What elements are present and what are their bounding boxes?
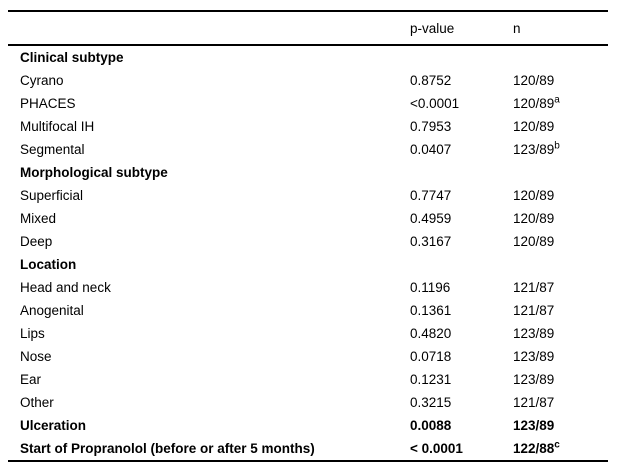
n-value: 121/87 — [513, 303, 555, 318]
row-label: Clinical subtype — [20, 50, 124, 65]
p-value-cell: 0.1196 — [410, 280, 451, 295]
table-row: Mixed 0.4959 120/89 — [8, 207, 608, 230]
table-row: Ulceration 0.0088 123/89 — [8, 414, 608, 437]
n-value: 123/89 — [513, 418, 555, 433]
row-label: PHACES — [20, 96, 76, 111]
n-cell: 121/87 — [513, 299, 608, 322]
table-row: Location — [8, 253, 608, 276]
table-row: PHACES <0.0001 120/89a — [8, 92, 608, 115]
row-label: Segmental — [20, 142, 85, 157]
row-label: Multifocal IH — [20, 119, 95, 134]
p-value-cell: < 0.0001 — [410, 441, 463, 456]
footnote-marker: a — [554, 94, 560, 106]
row-label: Ear — [20, 372, 42, 387]
n-value: 123/89 — [513, 372, 555, 387]
p-value-cell: 0.8752 — [410, 73, 452, 88]
n-cell: 123/89b — [513, 138, 608, 161]
n-value: 120/89 — [513, 96, 555, 111]
row-label: Start of Propranolol (before or after 5 … — [20, 441, 315, 456]
row-label: Deep — [20, 234, 53, 249]
n-cell: 123/89 — [513, 368, 608, 391]
table-row: Other 0.3215 121/87 — [8, 391, 608, 414]
p-value-cell: 0.4959 — [410, 211, 452, 226]
table-row: Ear 0.1231 123/89 — [8, 368, 608, 391]
row-label: Cyrano — [20, 73, 64, 88]
n-value: 123/89 — [513, 142, 555, 157]
row-label: Nose — [20, 349, 52, 364]
row-label: Anogenital — [20, 303, 84, 318]
p-value-cell: 0.1231 — [410, 372, 452, 387]
p-value-cell: 0.0407 — [410, 142, 452, 157]
n-value: 123/89 — [513, 326, 555, 341]
n-cell: 123/89 — [513, 345, 608, 368]
n-value: 120/89 — [513, 234, 555, 249]
table-row: Superficial 0.7747 120/89 — [8, 184, 608, 207]
n-value: 120/89 — [513, 188, 555, 203]
p-value-cell: 0.1361 — [410, 303, 452, 318]
row-label: Head and neck — [20, 280, 111, 295]
n-cell: 123/89 — [513, 414, 608, 437]
column-header-p-value: p-value — [410, 20, 455, 36]
n-cell: 122/88c — [513, 437, 608, 460]
n-value: 122/88 — [513, 441, 555, 456]
statistics-table: p-value n Clinical subtype Cyrano 0.8752 12… — [8, 10, 608, 462]
table-row: Morphological subtype — [8, 161, 608, 184]
n-cell: 120/89 — [513, 69, 608, 92]
row-label: Location — [20, 257, 77, 272]
p-value-cell: <0.0001 — [410, 96, 460, 111]
n-cell: 121/87 — [513, 276, 608, 299]
p-value-cell: 0.3215 — [410, 395, 452, 410]
n-cell: 120/89 — [513, 115, 608, 138]
n-value: 123/89 — [513, 349, 555, 364]
table-row: Lips 0.4820 123/89 — [8, 322, 608, 345]
n-value: 120/89 — [513, 73, 555, 88]
table-row: Clinical subtype — [8, 46, 608, 69]
row-label: Ulceration — [20, 418, 87, 433]
table-row: Segmental 0.0407 123/89b — [8, 138, 608, 161]
footnote-marker: b — [554, 140, 560, 152]
p-value-cell: 0.7747 — [410, 188, 452, 203]
table-row: Start of Propranolol (before or after 5 … — [8, 437, 608, 460]
n-cell: 120/89a — [513, 92, 608, 115]
p-value-cell: 0.0718 — [410, 349, 452, 364]
n-cell: 120/89 — [513, 184, 608, 207]
column-header-n: n — [513, 20, 521, 36]
n-value: 120/89 — [513, 211, 555, 226]
p-value-cell: 0.4820 — [410, 326, 452, 341]
row-label: Morphological subtype — [20, 165, 168, 180]
row-label: Mixed — [20, 211, 57, 226]
n-value: 121/87 — [513, 280, 555, 295]
p-value-cell: 0.3167 — [410, 234, 452, 249]
table-row: Head and neck 0.1196 121/87 — [8, 276, 608, 299]
n-cell: 120/89 — [513, 207, 608, 230]
table-body: Clinical subtype Cyrano 0.8752 120/89 PHACES… — [8, 46, 608, 460]
n-cell: 120/89 — [513, 230, 608, 253]
table-row: Anogenital 0.1361 121/87 — [8, 299, 608, 322]
p-value-cell: 0.7953 — [410, 119, 452, 134]
table-row: Cyrano 0.8752 120/89 — [8, 69, 608, 92]
footnote-marker: c — [554, 439, 560, 451]
n-cell: 123/89 — [513, 322, 608, 345]
row-label: Other — [20, 395, 54, 410]
table-row: Deep 0.3167 120/89 — [8, 230, 608, 253]
table-row: Nose 0.0718 123/89 — [8, 345, 608, 368]
p-value-cell: 0.0088 — [410, 418, 452, 433]
row-label: Lips — [20, 326, 45, 341]
row-label: Superficial — [20, 188, 84, 203]
n-cell: 121/87 — [513, 391, 608, 414]
n-value: 120/89 — [513, 119, 555, 134]
n-value: 121/87 — [513, 395, 555, 410]
table-row: Multifocal IH 0.7953 120/89 — [8, 115, 608, 138]
table-header-row: p-value n — [8, 12, 608, 46]
